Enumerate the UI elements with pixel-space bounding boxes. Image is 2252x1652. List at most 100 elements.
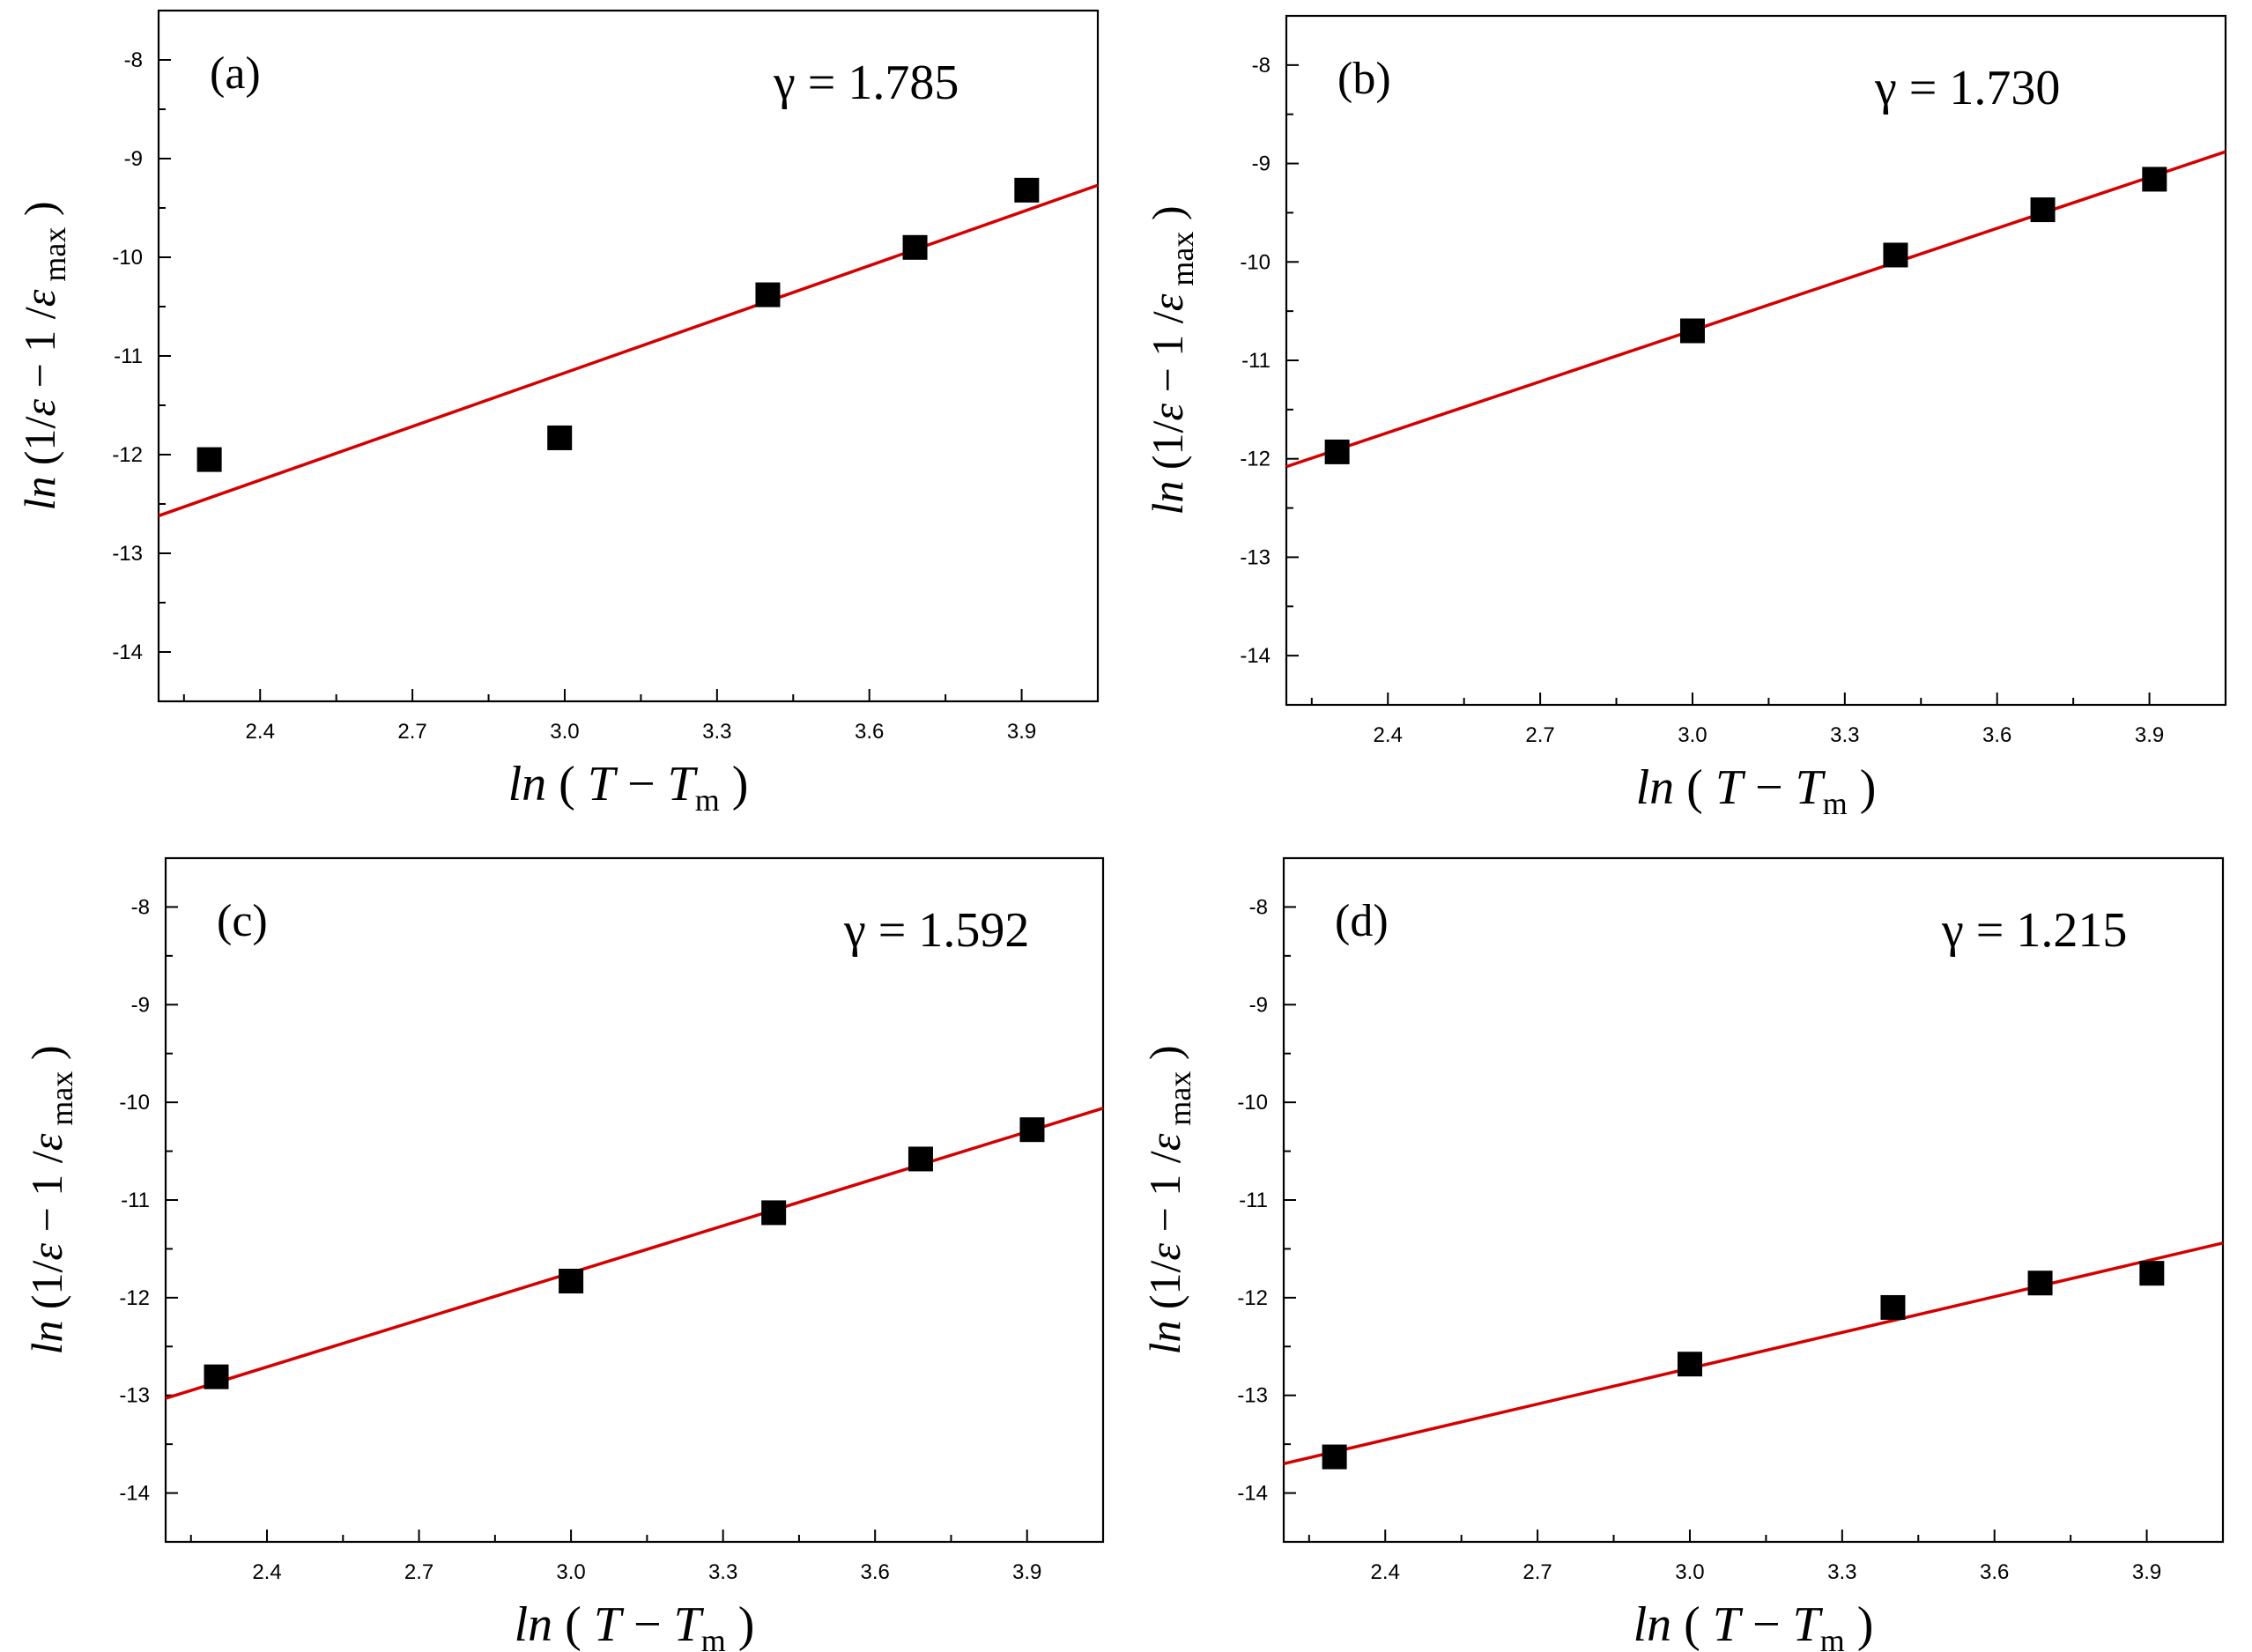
y-tick-label: -11 (1241, 349, 1270, 373)
x-axis-title: ln ( T − Tm ) (515, 1597, 755, 1652)
data-point (902, 234, 928, 260)
panel-label: (a) (210, 48, 261, 99)
fit-line (158, 183, 1099, 518)
y-tick-label: -10 (119, 1091, 150, 1115)
x-tick-label: 2.4 (1371, 1560, 1400, 1584)
plot-frame (1282, 856, 2225, 1544)
y-tick-label: -9 (1252, 152, 1270, 176)
y-tick-label: -13 (119, 1384, 150, 1408)
y-tick-label: -8 (1249, 895, 1268, 919)
x-tick-label: 3.9 (2135, 723, 2164, 747)
x-axis-title: ln ( T − Tm ) (508, 757, 749, 818)
y-tick-label: -11 (114, 344, 143, 368)
y-tick-label: -12 (119, 1286, 150, 1310)
data-point (1322, 1444, 1347, 1470)
x-tick-label: 3.6 (1982, 723, 2011, 747)
x-tick-label: 3.0 (1675, 1560, 1704, 1584)
fit-line (1285, 150, 2226, 469)
x-tick-label: 3.9 (1007, 720, 1036, 744)
y-tick-label: -9 (1249, 993, 1268, 1017)
y-tick-label: -14 (119, 1482, 150, 1506)
data-point (559, 1269, 584, 1294)
x-tick-label: 2.4 (252, 1560, 281, 1584)
data-point (1880, 1294, 1906, 1320)
y-tick-label: -8 (124, 48, 143, 72)
y-tick-label: -11 (121, 1189, 150, 1212)
x-tick-label: 3.3 (1827, 1560, 1856, 1584)
y-tick-label: -10 (1240, 250, 1270, 274)
y-tick-label: -9 (131, 993, 150, 1017)
x-tick-label: 3.3 (1830, 723, 1859, 747)
data-point (2142, 167, 2167, 192)
data-point (761, 1200, 787, 1226)
x-tick-label: 3.0 (556, 1560, 585, 1584)
y-tick-label: -13 (112, 542, 143, 566)
x-tick-label: 2.7 (397, 720, 426, 744)
data-point (2030, 197, 2056, 223)
fit-line (165, 1107, 1104, 1400)
y-tick-label: -11 (1239, 1189, 1268, 1212)
data-point (907, 1146, 933, 1172)
data-point (204, 1364, 229, 1389)
y-axis-title: ln (1/ε − 1 /ε max ) (22, 1045, 79, 1354)
data-point (2027, 1270, 2053, 1296)
y-tick-label: -12 (1237, 1286, 1268, 1310)
gamma-annotation: γ = 1.785 (773, 56, 959, 110)
panel-b: 2.4 2.7 3.0 3.3 3.6 3.9 -8 -9 -10 -11 -12 -13 -14 (b)… (1143, 14, 2227, 821)
gamma-annotation: γ = 1.592 (843, 903, 1029, 958)
x-tick-label: 2.4 (1374, 723, 1403, 747)
x-tick-label: 3.6 (855, 720, 884, 744)
y-tick-label: -14 (112, 641, 143, 664)
x-tick-label: 3.9 (2132, 1560, 2161, 1584)
y-tick-label: -13 (1237, 1384, 1268, 1408)
x-tick-label: 3.6 (861, 1560, 890, 1584)
data-point (547, 425, 573, 450)
panel-label: (d) (1335, 896, 1389, 946)
y-tick-label: -8 (131, 895, 150, 919)
data-point (1679, 318, 1705, 344)
x-axis-title: ln ( T − Tm ) (1636, 760, 1877, 821)
x-tick-label: 3.3 (702, 720, 731, 744)
x-tick-label: 3.6 (1980, 1560, 2009, 1584)
y-axis-title: ln (1/ε − 1 /ε max ) (15, 201, 72, 510)
x-tick-label: 2.7 (1525, 723, 1554, 747)
x-axis-title: ln ( T − Tm ) (1633, 1597, 1874, 1652)
x-tick-label: 3.0 (550, 720, 579, 744)
panel-label: (c) (217, 896, 268, 946)
panel-c: 2.4 2.7 3.0 3.3 3.6 3.9 -8 -9 -10 -11 -12 -13 -14 (c)… (22, 856, 1105, 1652)
y-tick-label: -10 (1237, 1091, 1268, 1115)
data-point (1677, 1352, 1702, 1377)
y-tick-label: -8 (1252, 54, 1270, 78)
y-tick-label: -12 (112, 443, 143, 467)
data-point (196, 447, 222, 472)
y-tick-label: -9 (124, 147, 143, 171)
x-tick-label: 3.9 (1012, 1560, 1041, 1584)
panel-d: 2.4 2.7 3.0 3.3 3.6 3.9 -8 -9 -10 -11 -12 -13 -14 (d)… (1140, 856, 2225, 1652)
gamma-annotation: γ = 1.730 (1874, 61, 2060, 115)
panel-label: (b) (1337, 54, 1391, 104)
y-axis-title: ln (1/ε − 1 /ε max ) (1140, 1045, 1197, 1354)
plot-frame (164, 856, 1105, 1544)
x-tick-label: 2.7 (404, 1560, 433, 1584)
x-tick-label: 2.4 (246, 720, 275, 744)
data-point (1324, 439, 1350, 464)
data-point (1019, 1117, 1045, 1143)
data-point (1014, 177, 1040, 203)
fit-line (1283, 1241, 2224, 1466)
x-tick-label: 2.7 (1522, 1560, 1552, 1584)
y-axis-title: ln (1/ε − 1 /ε max ) (1143, 205, 1200, 515)
x-tick-label: 3.0 (1678, 723, 1707, 747)
plot-frame (1285, 14, 2227, 707)
y-tick-label: -12 (1240, 448, 1270, 471)
plot-frame (157, 9, 1100, 703)
y-tick-label: -10 (112, 246, 143, 270)
data-point (755, 282, 781, 307)
y-tick-label: -14 (1237, 1482, 1268, 1506)
y-tick-label: -14 (1240, 644, 1270, 668)
y-tick-label: -13 (1240, 545, 1270, 569)
data-point (2139, 1261, 2165, 1286)
panel-a: 2.4 2.7 3.0 3.3 3.6 3.9 -8 -9 -10 -11 -12 -13 -14 (a)… (15, 9, 1100, 818)
gamma-annotation: γ = 1.215 (1941, 903, 2127, 958)
x-tick-label: 3.3 (708, 1560, 737, 1584)
